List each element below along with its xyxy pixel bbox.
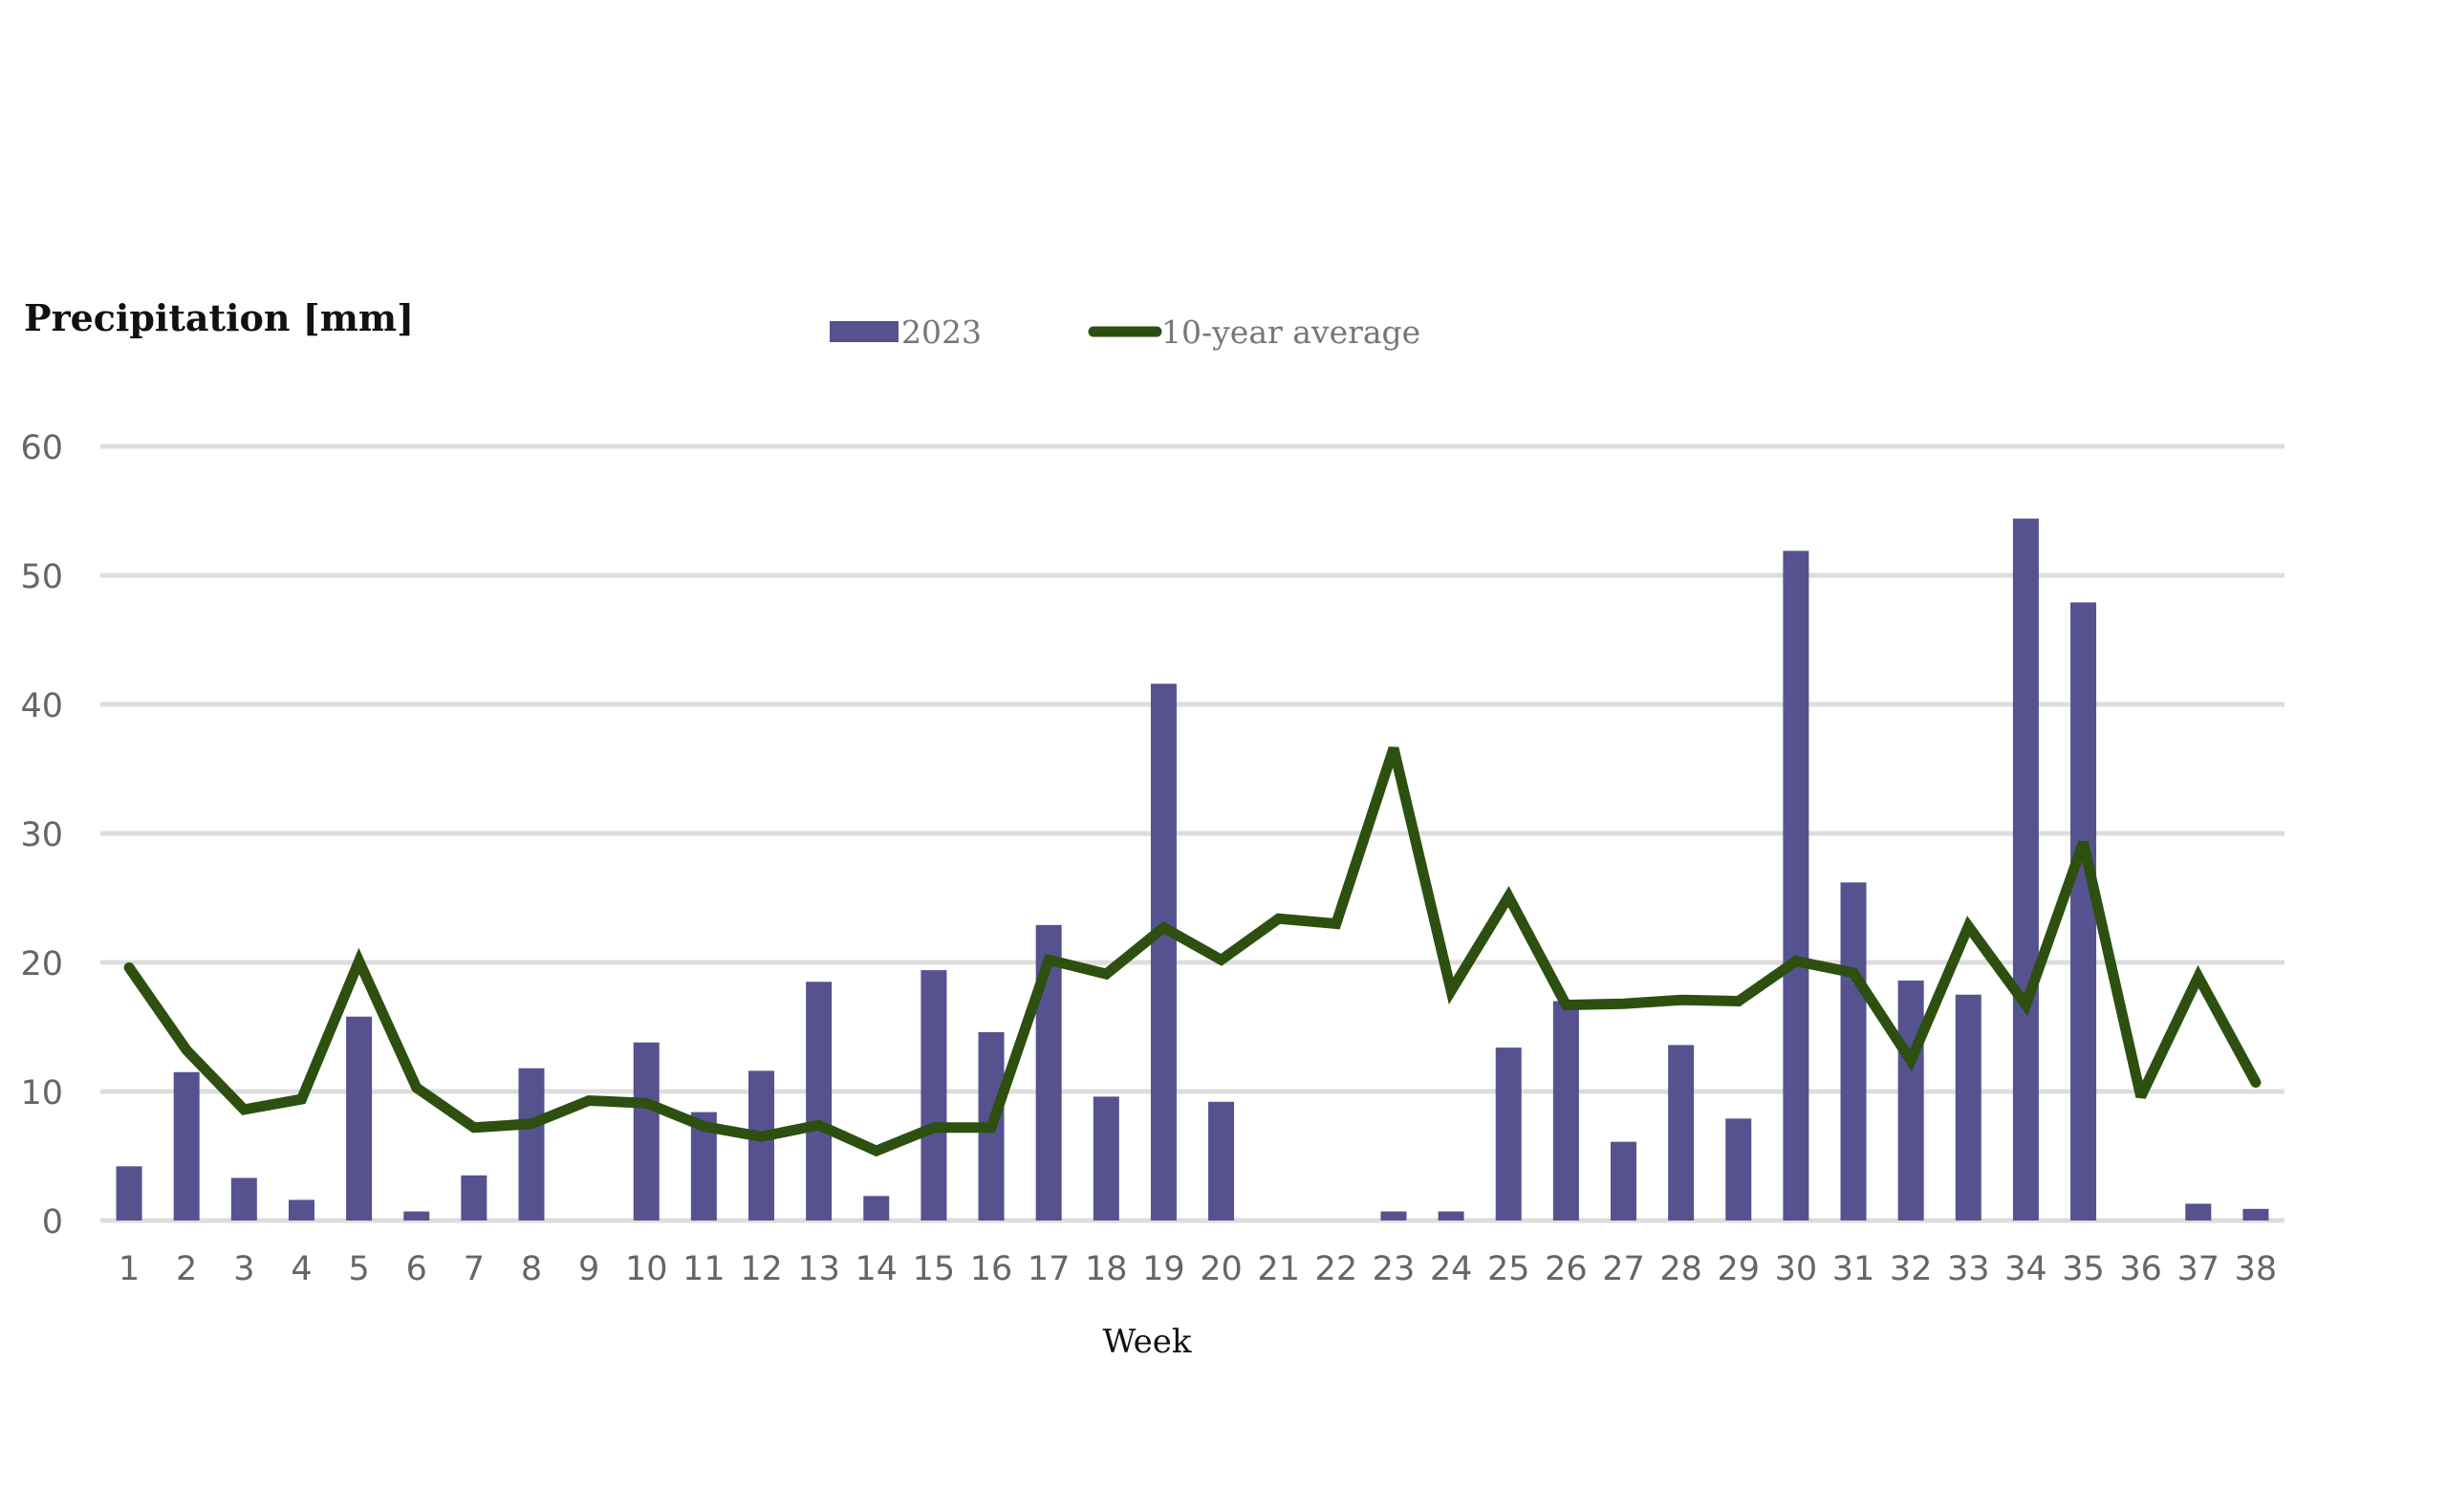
bar: [1208, 1101, 1235, 1220]
bar: [806, 982, 833, 1220]
bar: [863, 1196, 890, 1220]
bar: [1840, 882, 1867, 1220]
x-tick-label: 26: [1545, 1250, 1588, 1288]
bar: [920, 970, 947, 1220]
legend-swatch-2023: [830, 321, 899, 342]
bar: [1783, 551, 1809, 1220]
bar: [2185, 1203, 2212, 1220]
x-tick-label: 1: [119, 1250, 140, 1288]
y-tick-label: 60: [20, 429, 63, 467]
x-tick-label: 2: [176, 1250, 197, 1288]
y-tick-label: 20: [20, 945, 63, 983]
x-tick-label: 16: [970, 1250, 1013, 1288]
x-tick-label: 37: [2177, 1250, 2220, 1288]
legend: 2023 10-year average: [830, 313, 1420, 351]
x-axis-title: Week: [1102, 1323, 1191, 1361]
x-tick-label: 15: [913, 1250, 956, 1288]
bar: [2070, 602, 2097, 1220]
y-axis-ticks: 0 10 20 30 40 50 60: [20, 429, 63, 1242]
bar: [1955, 994, 1981, 1220]
y-tick-label: 0: [42, 1203, 63, 1242]
x-tick-label: 8: [521, 1250, 542, 1288]
bar: [1380, 1211, 1407, 1220]
x-tick-label: 10: [625, 1250, 668, 1288]
x-tick-label: 3: [233, 1250, 254, 1288]
x-tick-label: 4: [291, 1250, 312, 1288]
y-tick-label: 10: [20, 1074, 63, 1112]
bar: [1725, 1118, 1752, 1220]
bar: [2242, 1208, 2269, 1220]
y-axis-title: Precipitation [mm]: [24, 296, 414, 339]
x-tick-label: 20: [1200, 1250, 1243, 1288]
average-line: [123, 746, 2262, 1157]
x-tick-label: 34: [2004, 1250, 2047, 1288]
bar: [518, 1068, 545, 1220]
x-tick-label: 29: [1717, 1250, 1760, 1288]
y-tick-label: 30: [20, 816, 63, 854]
line-series-10-year-average: [123, 746, 2262, 1157]
bar: [1610, 1141, 1636, 1220]
x-tick-label: 38: [2235, 1250, 2278, 1288]
x-tick-label: 36: [2119, 1250, 2162, 1288]
bar: [116, 1166, 142, 1220]
x-tick-label: 17: [1028, 1250, 1071, 1288]
x-tick-label: 24: [1430, 1250, 1473, 1288]
legend-label-2023: 2023: [901, 313, 982, 351]
x-tick-label: 19: [1142, 1250, 1185, 1288]
bar: [461, 1175, 487, 1220]
x-axis-ticks: 1 2 3 4 5 6 7 8 9 10 11 12 13 14 15 16 17 18 19 20 21 22 23 24 2…: [119, 1250, 2277, 1288]
bar: [1668, 1045, 1695, 1220]
x-tick-label: 13: [797, 1250, 840, 1288]
x-tick-label: 12: [740, 1250, 783, 1288]
bar: [1093, 1096, 1119, 1220]
bar: [2012, 518, 2039, 1220]
bar-series-2023: [116, 518, 2269, 1220]
bar: [1495, 1048, 1522, 1220]
legend-label-10-year-average: 10-year average: [1161, 313, 1420, 351]
bar: [403, 1211, 430, 1220]
x-tick-label: 31: [1832, 1250, 1875, 1288]
bar: [1150, 683, 1177, 1220]
x-tick-label: 7: [464, 1250, 485, 1288]
x-tick-label: 23: [1373, 1250, 1416, 1288]
y-tick-label: 50: [20, 558, 63, 596]
x-tick-label: 9: [578, 1250, 599, 1288]
x-tick-label: 28: [1659, 1250, 1702, 1288]
bar: [1438, 1211, 1464, 1220]
bar: [1897, 980, 1924, 1220]
x-tick-label: 25: [1487, 1250, 1530, 1288]
bar: [633, 1042, 660, 1220]
x-tick-label: 35: [2062, 1250, 2105, 1288]
x-tick-label: 5: [348, 1250, 369, 1288]
bar: [346, 1016, 373, 1220]
x-tick-label: 14: [855, 1250, 899, 1288]
x-tick-label: 11: [682, 1250, 725, 1288]
x-tick-label: 32: [1890, 1250, 1933, 1288]
x-tick-label: 27: [1602, 1250, 1645, 1288]
x-tick-label: 21: [1257, 1250, 1300, 1288]
x-tick-label: 6: [406, 1250, 427, 1288]
x-tick-label: 30: [1775, 1250, 1818, 1288]
x-tick-label: 18: [1085, 1250, 1128, 1288]
y-tick-label: 40: [20, 687, 63, 725]
bar: [1552, 1001, 1579, 1220]
bar: [748, 1070, 775, 1220]
x-tick-label: 22: [1315, 1250, 1358, 1288]
bar: [288, 1199, 314, 1220]
bar: [230, 1177, 257, 1220]
bar: [173, 1071, 200, 1220]
x-tick-label: 33: [1947, 1250, 1990, 1288]
